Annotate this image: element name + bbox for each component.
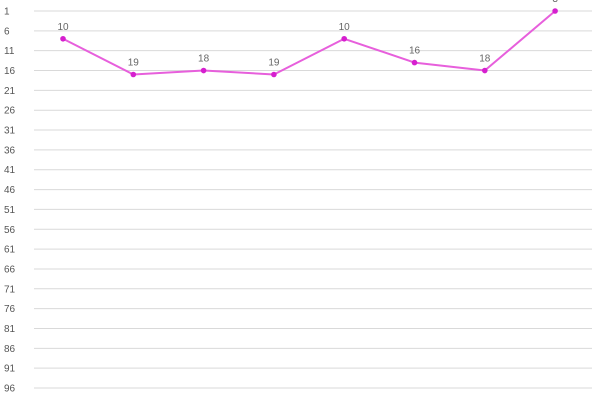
y-tick-label: 81 <box>4 324 16 335</box>
data-label: 16 <box>409 46 421 57</box>
data-point <box>411 59 418 66</box>
y-tick-label: 76 <box>4 304 16 315</box>
y-tick-label: 41 <box>4 165 16 176</box>
data-point <box>200 67 207 74</box>
data-label: 10 <box>57 22 69 33</box>
data-point <box>60 35 66 42</box>
y-tick-label: 46 <box>4 185 16 196</box>
y-tick-label: 61 <box>4 245 16 256</box>
data-label: 18 <box>198 54 210 65</box>
y-tick-label: 96 <box>4 384 16 395</box>
data-point <box>552 8 558 14</box>
gridlines <box>34 10 592 389</box>
y-tick-label: 51 <box>4 205 16 216</box>
y-tick-label: 26 <box>4 106 16 117</box>
y-tick-label: 31 <box>4 126 16 137</box>
y-tick-label: 66 <box>4 264 16 275</box>
y-tick-label: 16 <box>4 66 16 77</box>
data-labels: 10 19 18 19 10 16 18 3 <box>57 0 558 68</box>
y-tick-label: 91 <box>4 364 16 375</box>
y-tick-label: 6 <box>4 26 10 37</box>
series-line <box>62 10 556 76</box>
y-tick-label: 56 <box>4 225 16 236</box>
y-tick-label: 21 <box>4 86 16 97</box>
data-label: 3 <box>552 0 558 5</box>
y-tick-label: 86 <box>4 344 16 355</box>
y-tick-label: 36 <box>4 145 16 156</box>
data-point <box>271 71 277 78</box>
y-tick-label: 1 <box>4 7 10 18</box>
series-layer <box>60 8 558 78</box>
data-point <box>482 67 488 74</box>
data-point <box>130 71 137 78</box>
data-label: 10 <box>339 22 351 33</box>
y-tick-label: 71 <box>4 284 16 295</box>
data-point <box>341 35 348 42</box>
data-label: 18 <box>479 54 491 65</box>
data-label: 19 <box>128 57 140 68</box>
data-label: 19 <box>268 57 280 68</box>
y-tick-label: 11 <box>4 46 15 57</box>
